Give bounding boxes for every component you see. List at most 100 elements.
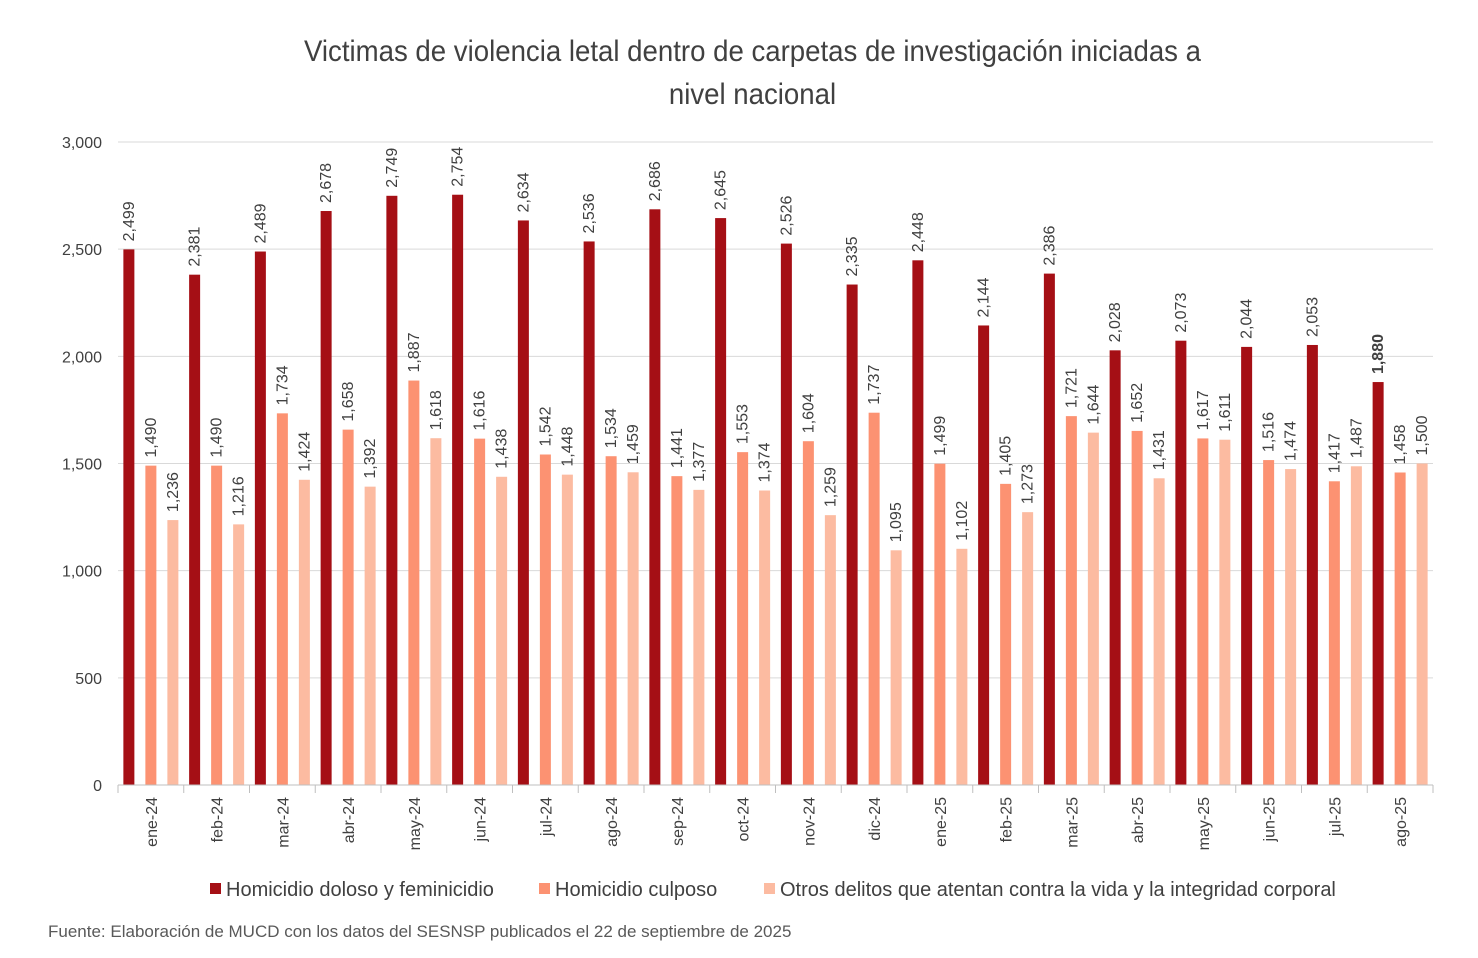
bar	[1109, 350, 1121, 785]
bar	[1153, 478, 1165, 785]
data-label: 1,474	[1283, 421, 1300, 461]
data-label: 1,273	[1020, 464, 1037, 504]
bar	[737, 452, 749, 785]
source-note: Fuente: Elaboración de MUCD con los dato…	[48, 922, 792, 941]
data-label: 1,490	[143, 418, 160, 458]
data-label: 1,880	[1370, 334, 1387, 374]
data-labels: 2,499 2,381 2,489 2,678 2,749 2,754 2,634 2,536…	[121, 147, 1431, 543]
legend-label: Homicidio doloso y feminicidio	[226, 879, 494, 901]
data-label: 2,044	[1239, 299, 1256, 339]
data-label: 1,553	[735, 404, 752, 444]
bar	[1372, 382, 1384, 785]
data-label: 2,645	[713, 170, 730, 210]
data-label: 1,431	[1151, 430, 1168, 470]
bar	[912, 260, 924, 785]
y-axis-ticks: 0 500 1,000 1,500 2,000 2,500 3,000	[62, 135, 102, 795]
data-label: 1,721	[1063, 368, 1080, 408]
chart-title: Victimas de violencia letal dentro de ca…	[303, 35, 1202, 111]
data-label: 1,617	[1195, 390, 1212, 430]
bar	[123, 249, 135, 786]
x-tick-label: feb-24	[210, 797, 227, 842]
data-label: 1,652	[1129, 383, 1146, 423]
bar	[583, 241, 595, 785]
bar	[780, 243, 792, 785]
data-label: 1,236	[165, 472, 182, 512]
bar	[364, 486, 376, 785]
data-label: 2,028	[1107, 302, 1124, 342]
x-tick-label: ago-24	[604, 797, 621, 847]
bar	[1175, 340, 1187, 785]
bar	[605, 456, 617, 785]
data-label: 2,053	[1304, 297, 1321, 337]
data-label: 1,499	[932, 416, 949, 456]
x-tick-label: dic-24	[867, 797, 884, 841]
bar	[189, 274, 201, 785]
gridlines	[118, 141, 1433, 786]
data-label: 1,392	[362, 439, 379, 479]
legend-label: Otros delitos que atentan contra la vida…	[780, 879, 1336, 901]
bar	[956, 548, 968, 785]
bar	[1197, 438, 1209, 785]
bar	[211, 465, 223, 785]
data-label: 1,734	[274, 365, 291, 405]
x-tick-label: ago-25	[1393, 797, 1410, 847]
data-label: 1,737	[866, 365, 883, 405]
x-tick-label: mar-25	[1064, 797, 1081, 848]
x-tick-label: ene-24	[144, 797, 161, 847]
data-label: 1,441	[669, 428, 686, 468]
x-tick-label: may-24	[407, 797, 424, 850]
data-label: 1,618	[428, 390, 445, 430]
bar	[452, 194, 464, 785]
bar	[342, 429, 354, 785]
data-label: 1,102	[954, 501, 971, 541]
legend-swatch	[764, 883, 775, 894]
bar	[890, 550, 902, 785]
x-tick-label: sep-24	[670, 797, 687, 846]
bar	[276, 413, 288, 785]
bar	[715, 218, 727, 786]
data-label: 1,542	[537, 406, 554, 446]
bar	[978, 325, 990, 785]
bar	[1394, 472, 1406, 785]
bar	[1306, 344, 1318, 785]
data-label: 1,534	[603, 408, 620, 448]
data-label: 1,516	[1261, 412, 1278, 452]
data-label: 1,417	[1326, 433, 1343, 473]
bar	[474, 438, 486, 785]
data-label: 2,144	[976, 277, 993, 317]
legend-swatch	[539, 883, 550, 894]
legend-label: Homicidio culposo	[555, 879, 717, 901]
bars	[123, 194, 1428, 786]
bar	[539, 454, 551, 785]
bar	[561, 474, 573, 785]
data-label: 2,749	[384, 148, 401, 188]
bar	[1263, 460, 1275, 785]
y-tick-label: 500	[75, 671, 102, 688]
x-tick-label: oct-24	[736, 797, 753, 842]
data-label: 2,678	[318, 163, 335, 203]
data-label: 1,424	[296, 432, 313, 472]
data-label: 1,459	[625, 424, 642, 464]
x-axis: ene-24 feb-24 mar-24 abr-24 may-24 jun-24 jul-…	[117, 784, 1434, 850]
y-tick-label: 1,000	[62, 564, 102, 581]
bar	[298, 479, 310, 785]
data-label: 1,490	[209, 418, 226, 458]
x-tick-label: ene-25	[933, 797, 950, 847]
x-tick-label: jul-25	[1327, 797, 1344, 837]
bar	[320, 211, 332, 786]
x-tick-label: abr-24	[341, 797, 358, 843]
data-label: 1,216	[231, 476, 248, 516]
bar	[517, 220, 529, 786]
data-label: 2,686	[647, 161, 664, 201]
bar	[167, 520, 179, 785]
bar	[1350, 466, 1362, 785]
data-label: 2,526	[778, 195, 795, 235]
data-label: 2,381	[187, 227, 204, 267]
data-label: 1,658	[340, 381, 357, 421]
data-label: 1,611	[1217, 393, 1234, 432]
bar	[1065, 416, 1077, 785]
bar	[1131, 430, 1143, 785]
data-label: 2,536	[581, 193, 598, 233]
bar	[430, 438, 442, 785]
